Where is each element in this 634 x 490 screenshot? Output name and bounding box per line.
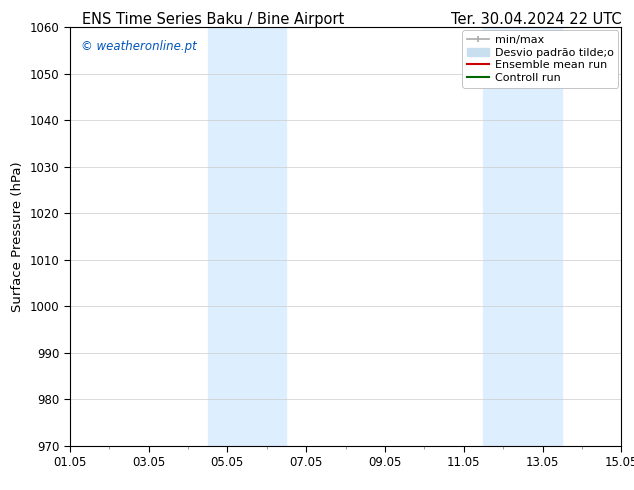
Y-axis label: Surface Pressure (hPa): Surface Pressure (hPa): [11, 161, 24, 312]
Text: ENS Time Series Baku / Bine Airport: ENS Time Series Baku / Bine Airport: [82, 12, 345, 27]
Legend: min/max, Desvio padrão tilde;o, Ensemble mean run, Controll run: min/max, Desvio padrão tilde;o, Ensemble…: [462, 30, 618, 88]
Bar: [483, 27, 562, 446]
Bar: [207, 27, 287, 446]
Text: Ter. 30.04.2024 22 UTC: Ter. 30.04.2024 22 UTC: [451, 12, 621, 27]
Text: © weatheronline.pt: © weatheronline.pt: [81, 40, 197, 52]
